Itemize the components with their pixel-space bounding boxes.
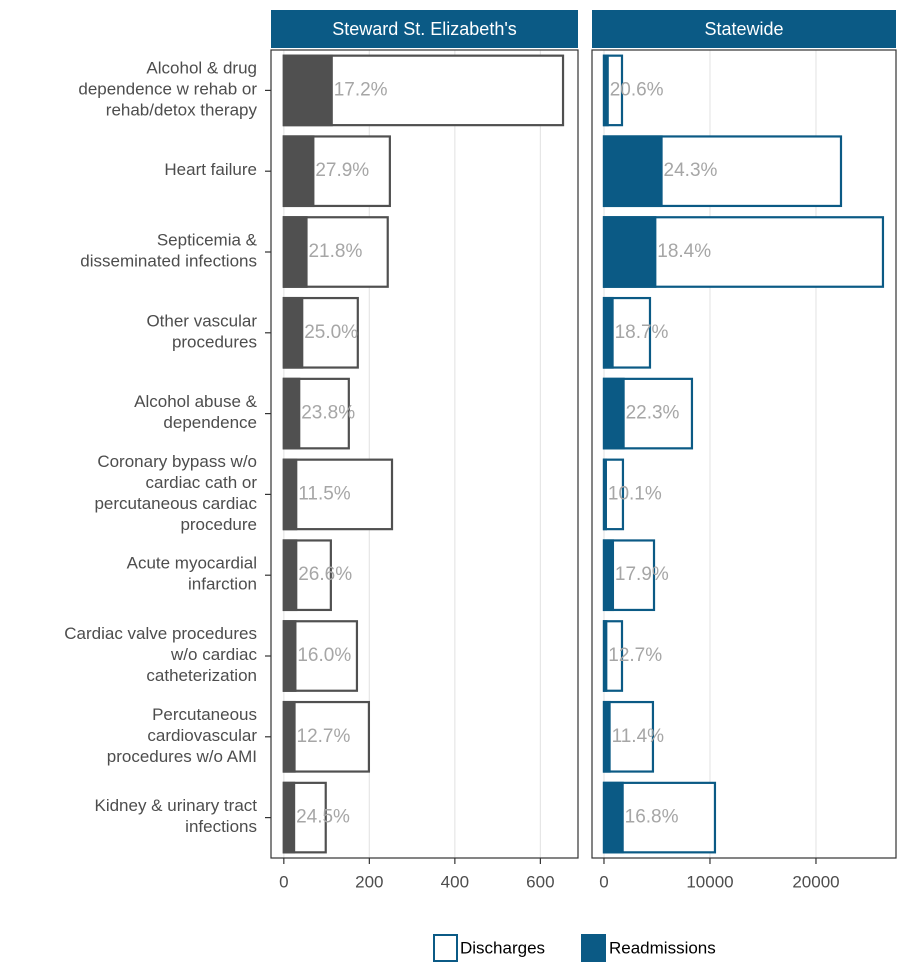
readmissions-bar [602,700,611,773]
category-label: Alcohol abuse & dependence [134,393,258,433]
x-tick-label: 200 [355,872,383,891]
category-label: Acute myocardial infarction [127,554,257,594]
readmissions-bar [602,216,657,288]
x-tick-label: 400 [441,872,469,891]
category-line: procedures [172,333,257,352]
category-line: Percutaneous [152,705,257,724]
category-line: rehab/detox therapy [106,101,258,120]
strip [271,10,578,48]
category-line: infections [185,818,257,837]
readmissions-bar [282,54,333,127]
value-label: 23.8% [301,403,355,424]
value-label: 16.0% [297,645,351,666]
value-label: 25.0% [304,322,358,343]
readmissions-bar [282,377,301,450]
category-line: Septicemia & [157,231,258,250]
x-tick-label: 0 [279,872,288,891]
category-label: Coronary bypass w/o cardiac cath or percut… [94,452,257,534]
category-line: Alcohol & drug [146,59,257,78]
category-label: Percutaneous cardiovascular procedures w/o… [107,705,258,766]
category-line: catheterization [146,666,257,685]
value-label: 17.2% [334,79,388,100]
readmissions-bar [282,539,298,612]
legend-swatch [581,934,606,962]
category-line: Heart failure [164,161,257,180]
category-line: percutaneous cardiac [94,494,257,513]
readmissions-bar [282,296,304,369]
readmissions-bar [602,458,607,531]
category-line: Kidney & urinary tract [94,797,257,816]
category-line: dependence [163,414,257,433]
legend-label: Discharges [460,938,545,957]
value-label: 17.9% [615,564,669,585]
x-tick-label: 20000 [792,872,839,891]
value-label: 12.7% [608,645,662,666]
category-label: Other vascular procedures [146,312,257,352]
readmissions-bar [602,135,663,208]
category-line: Alcohol abuse & [134,393,258,412]
category-line: Coronary bypass w/o [97,452,257,471]
x-tick-label: 10000 [686,872,733,891]
value-label: 16.8% [625,807,679,828]
readmissions-bar [282,700,296,773]
x-tick-label: 0 [599,872,608,891]
value-label: 22.3% [626,403,680,424]
value-label: 11.5% [298,483,351,504]
facet-title: Steward St. Elizabeth's [332,19,517,39]
readmissions-bar [602,620,608,692]
readmissions-bar [282,216,308,288]
readmissions-bar [282,620,297,692]
readmissions-bar [602,377,625,450]
value-label: 18.7% [615,322,669,343]
panel-border [591,49,897,859]
category-line: w/o cardiac [170,645,257,664]
readmissions-bar [602,539,615,612]
value-label: 11.4% [612,726,665,747]
legend-label: Readmissions [609,938,716,957]
value-label: 24.3% [664,160,718,181]
value-label: 18.4% [657,241,711,262]
category-label: Heart failure [164,161,257,180]
strip [592,10,896,48]
category-label: Cardiac valve procedures w/o cardiac cathe… [64,624,257,685]
legend-swatch [433,934,458,962]
value-label: 24.5% [296,807,350,828]
value-label: 12.7% [297,726,351,747]
category-line: procedure [180,515,257,534]
readmissions-bar [282,135,315,208]
value-label: 27.9% [315,160,369,181]
category-label: Kidney & urinary tract infections [94,797,257,837]
category-line: cardiac cath or [146,473,258,492]
value-label: 21.8% [308,241,362,262]
panel-border [270,49,579,859]
category-line: dependence w rehab or [78,80,257,99]
x-tick-label: 600 [526,872,554,891]
facet-title: Statewide [704,19,783,39]
category-line: Acute myocardial [127,554,257,573]
category-line: disseminated infections [80,252,257,271]
readmissions-bar [282,781,296,854]
readmissions-bar [602,54,609,127]
discharges-bar [282,458,394,531]
category-label: Alcohol & drug dependence w rehab or rehab… [78,59,257,120]
category-line: Other vascular [146,312,257,331]
category-line: procedures w/o AMI [107,747,257,766]
value-label: 20.6% [610,79,664,100]
category-line: cardiovascular [147,726,257,745]
category-label: Septicemia & disseminated infections [80,231,257,271]
readmissions-bar [602,781,624,854]
category-line: infarction [188,575,257,594]
category-line: Cardiac valve procedures [64,624,257,643]
discharges-bar [282,700,371,773]
value-label: 10.1% [608,483,662,504]
readmissions-bar [602,296,614,369]
value-label: 26.6% [298,564,352,585]
readmissions-bar [282,458,298,531]
